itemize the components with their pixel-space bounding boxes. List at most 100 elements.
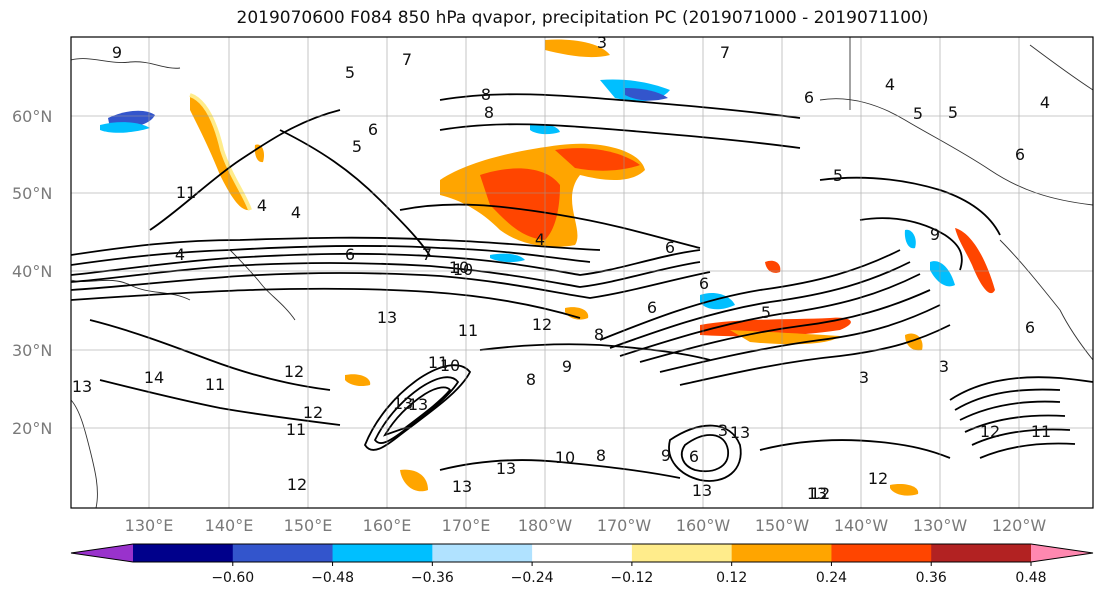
contour-label: 7 bbox=[402, 50, 412, 69]
lat-label-30n: 30°N bbox=[12, 341, 52, 360]
contour-label: 12 bbox=[303, 403, 323, 422]
shade-blue-6 bbox=[490, 253, 525, 263]
contour-label: 9 bbox=[930, 225, 940, 244]
contour-label: 8 bbox=[481, 85, 491, 104]
contour-label: 12 bbox=[810, 484, 830, 503]
contour-label: 6 bbox=[368, 120, 378, 139]
lat-label-40n: 40°N bbox=[12, 262, 52, 281]
colorbar-segment-0 bbox=[71, 544, 133, 562]
shade-north-top bbox=[545, 39, 610, 58]
contour-label: 10 bbox=[453, 260, 473, 279]
graticule bbox=[71, 37, 1093, 508]
colorbar-tick-label-5: 0.12 bbox=[716, 570, 747, 586]
colorbar-tick-label-6: 0.24 bbox=[816, 570, 847, 586]
colorbar-segment-1 bbox=[133, 544, 234, 562]
lat-label-50n: 50°N bbox=[12, 184, 52, 203]
contour-label: 3 bbox=[939, 357, 949, 376]
colorbar-tick-label-1: −0.48 bbox=[311, 570, 354, 586]
contour-label: 11 bbox=[205, 375, 225, 394]
contour-label: 13 bbox=[377, 308, 397, 327]
shade-northpac-core bbox=[480, 168, 560, 240]
colorbar-tick-label-3: −0.24 bbox=[511, 570, 554, 586]
contour-label: 6 bbox=[345, 245, 355, 264]
contour-label: 10 bbox=[449, 258, 469, 277]
colorbar-tick-label-0: −0.60 bbox=[211, 570, 254, 586]
coastlines bbox=[71, 37, 1093, 508]
contour-label: 10 bbox=[555, 448, 575, 467]
lon-label-140e: 140°E bbox=[205, 516, 254, 535]
colorbar-segment-2 bbox=[232, 544, 334, 562]
contour-label: 3 bbox=[859, 368, 869, 387]
shade-alaska-red bbox=[955, 228, 995, 294]
contour-label: 11 bbox=[428, 353, 448, 372]
contour-label: 4 bbox=[535, 230, 545, 249]
contour-label: 13 bbox=[393, 394, 413, 413]
colorbar-segment-5 bbox=[532, 544, 633, 562]
contour-label: 5 bbox=[761, 303, 771, 322]
map-background bbox=[71, 37, 1093, 508]
contour-label: 5 bbox=[833, 166, 843, 185]
contour-label: 13 bbox=[807, 484, 827, 503]
shade-small-3 bbox=[565, 307, 589, 320]
lat-label-60n: 60°N bbox=[12, 107, 52, 126]
lon-label-170w: 170°W bbox=[597, 516, 652, 535]
contour-label: 4 bbox=[175, 245, 185, 264]
contour-label: 13 bbox=[496, 459, 516, 478]
contour-label: 9 bbox=[661, 446, 671, 465]
qvapor-contours bbox=[71, 93, 1093, 482]
colorbar-segment-4 bbox=[432, 544, 533, 562]
contour-label: 12 bbox=[868, 469, 888, 488]
contour-label: 11 bbox=[458, 321, 478, 340]
shade-blue-3 bbox=[930, 261, 955, 287]
contour-label: 9 bbox=[112, 43, 122, 62]
colorbar-tick-label-2: −0.36 bbox=[411, 570, 454, 586]
contour-label: 5 bbox=[345, 63, 355, 82]
contour-label: 7 bbox=[720, 43, 730, 62]
shade-kamchatka-edge bbox=[189, 93, 252, 211]
contour-label: 5 bbox=[913, 104, 923, 123]
lon-label-150w: 150°W bbox=[755, 516, 810, 535]
contour-label: 6 bbox=[804, 88, 814, 107]
contour-label: 8 bbox=[526, 370, 536, 389]
shade-northpac-core2 bbox=[555, 148, 640, 171]
colorbar-tick-label-8: 0.48 bbox=[1015, 570, 1046, 586]
contour-label: 13 bbox=[72, 377, 92, 396]
contour-label: 11 bbox=[176, 183, 196, 202]
contour-label: 13 bbox=[452, 477, 472, 496]
contour-label: 6 bbox=[1025, 318, 1035, 337]
contour-label: 6 bbox=[689, 447, 699, 466]
contour-label: 6 bbox=[647, 298, 657, 317]
contour-label: 6 bbox=[1015, 145, 1025, 164]
colorbar-segment-8 bbox=[831, 544, 932, 562]
map-title: 2019070600 F084 850 hPa qvapor, precipit… bbox=[236, 8, 929, 28]
contour-label: 6 bbox=[665, 238, 675, 257]
lat-label-20n: 20°N bbox=[12, 419, 52, 438]
lon-label-170e: 170°E bbox=[442, 516, 491, 535]
lon-label-160e: 160°E bbox=[363, 516, 412, 535]
shade-blue-2b bbox=[625, 88, 668, 101]
contour-label: 12 bbox=[532, 315, 552, 334]
shade-small-2 bbox=[345, 374, 371, 387]
contour-label: 13 bbox=[730, 423, 750, 442]
contour-label: 13 bbox=[692, 481, 712, 500]
contour-label: 13 bbox=[408, 395, 428, 414]
lon-label-130w: 130°W bbox=[913, 516, 968, 535]
contour-label: 11 bbox=[286, 420, 306, 439]
shade-small-6 bbox=[765, 260, 781, 273]
map-frame bbox=[70, 36, 1094, 509]
contour-label: 4 bbox=[257, 196, 267, 215]
contour-label: 12 bbox=[287, 475, 307, 494]
contour-label: 8 bbox=[484, 103, 494, 122]
colorbar: −0.60 −0.48 −0.36 −0.24 −0.12 0.12 0.24 0.36 0.4… bbox=[70, 543, 1094, 586]
colorbar-tick-label-4: −0.12 bbox=[610, 570, 653, 586]
contour-label: 11 bbox=[1031, 422, 1051, 441]
shade-small-4 bbox=[400, 469, 428, 492]
lon-label-120w: 120°W bbox=[992, 516, 1047, 535]
contour-label: 4 bbox=[885, 75, 895, 94]
contour-label: 5 bbox=[948, 103, 958, 122]
colorbar-segment-3 bbox=[332, 544, 433, 562]
colorbar-segment-10 bbox=[1031, 544, 1093, 562]
contour-label: 8 bbox=[596, 446, 606, 465]
contour-label: 12 bbox=[980, 422, 1000, 441]
